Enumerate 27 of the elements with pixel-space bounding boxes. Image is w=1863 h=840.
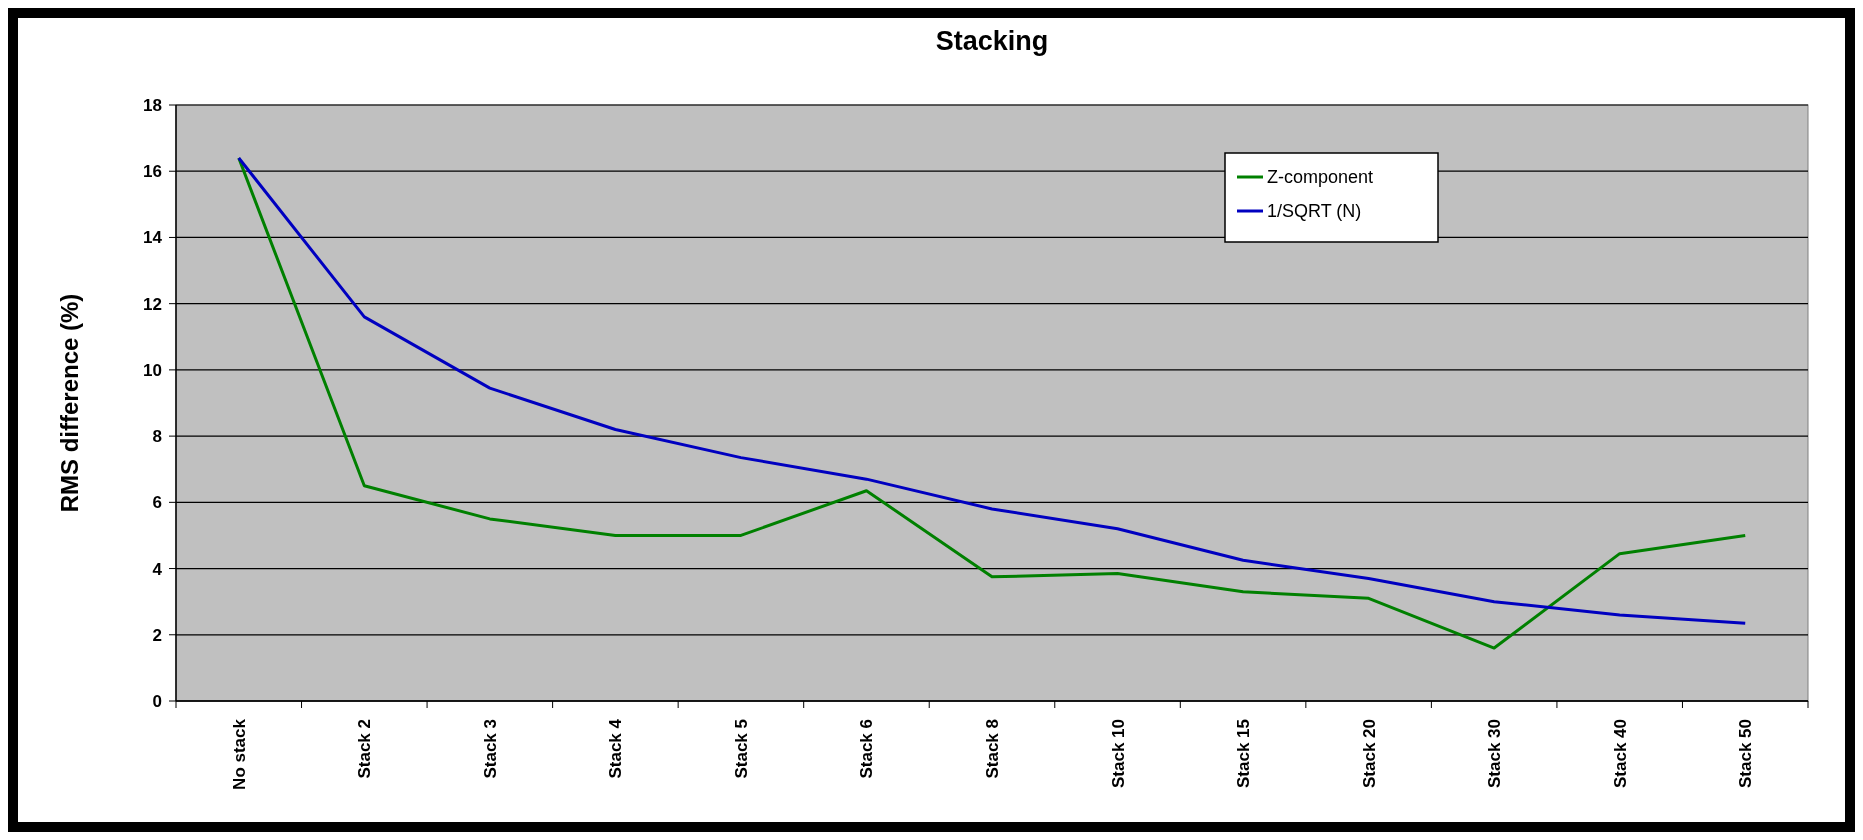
x-tick-label: Stack 2 (355, 719, 375, 779)
x-tick-label: Stack 4 (606, 718, 626, 779)
y-axis-title: RMS difference (%) (56, 293, 83, 513)
y-tick-label: 6 (152, 493, 162, 513)
x-tick-label: No stack (229, 718, 249, 790)
y-tick-label: 12 (143, 294, 162, 314)
x-tick-label: Stack 10 (1108, 719, 1128, 788)
x-tick-label: Stack 50 (1736, 719, 1756, 788)
y-tick-label: 0 (152, 691, 162, 711)
x-tick-label: Stack 40 (1610, 719, 1630, 788)
x-tick-label: Stack 30 (1485, 719, 1505, 788)
x-tick-label: Stack 3 (480, 719, 500, 779)
y-tick-label: 2 (152, 625, 162, 645)
y-tick-label: 8 (152, 427, 162, 447)
y-tick-label: 14 (143, 228, 163, 248)
x-tick-label: Stack 8 (983, 719, 1002, 779)
y-tick-label: 16 (143, 162, 162, 182)
y-tick-label: 4 (152, 559, 163, 579)
legend-label: Z-component (1267, 167, 1374, 188)
x-tick-label: Stack 5 (731, 719, 751, 779)
y-tick-label: 18 (143, 95, 162, 115)
y-tick-label: 10 (143, 360, 162, 380)
x-tick-label: Stack 15 (1234, 719, 1254, 788)
legend-label: 1/SQRT (N) (1267, 201, 1362, 222)
chart-title: Stacking (935, 26, 1049, 56)
x-tick-label: Stack 6 (857, 719, 877, 779)
x-tick-label: Stack 20 (1359, 719, 1379, 788)
